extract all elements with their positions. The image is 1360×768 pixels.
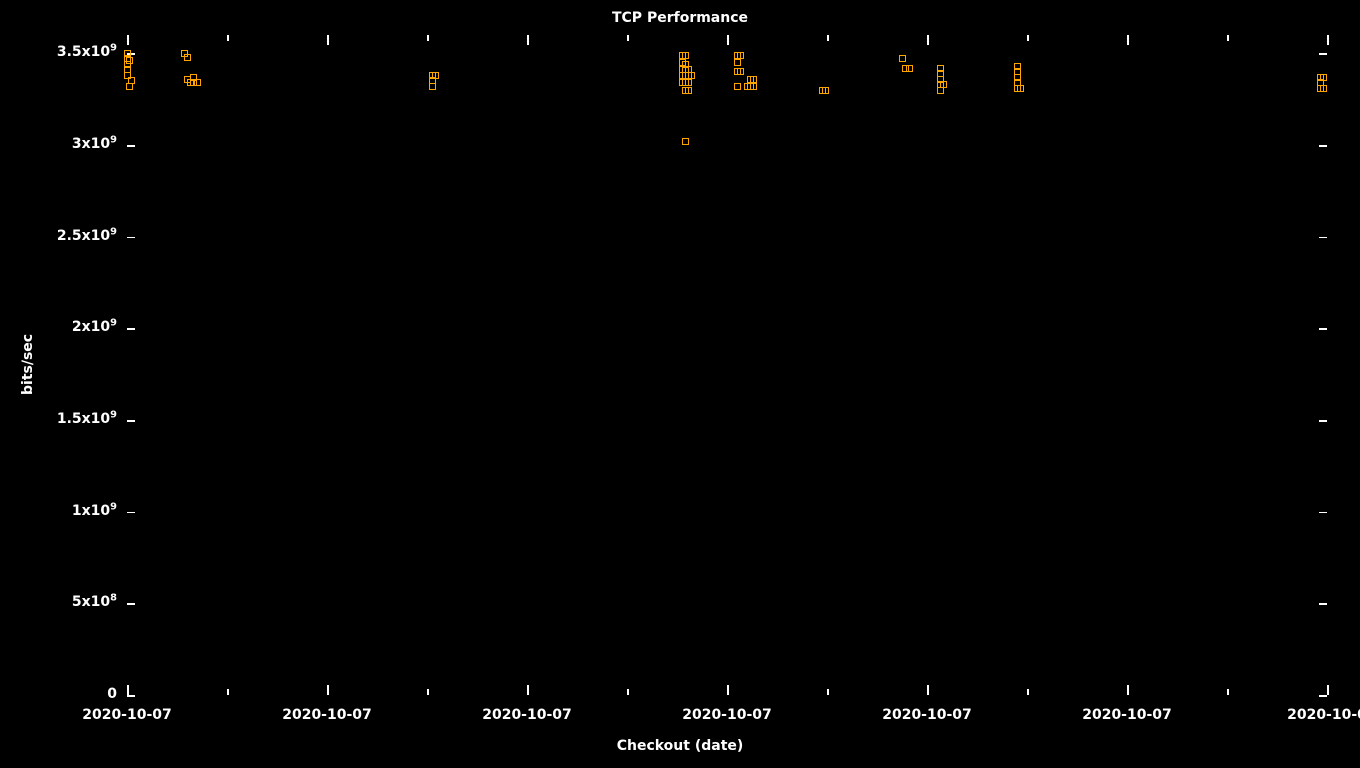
- y-tick-label: 1x109: [72, 503, 117, 519]
- x-tick-label: 2020-10-07: [1082, 707, 1172, 723]
- x-minor-tick: [227, 35, 229, 41]
- x-tick-label: 2020-10-07: [82, 707, 172, 723]
- x-minor-tick: [1227, 35, 1229, 41]
- data-point: [126, 57, 133, 64]
- y-tick: [127, 512, 135, 514]
- x-tick: [1327, 35, 1329, 45]
- y-tick: [1319, 420, 1327, 422]
- data-point: [734, 83, 741, 90]
- x-tick: [127, 685, 129, 695]
- x-tick: [1127, 685, 1129, 695]
- x-tick: [127, 35, 129, 45]
- x-minor-tick: [1227, 689, 1229, 695]
- y-tick: [127, 420, 135, 422]
- data-point: [685, 79, 692, 86]
- data-point: [1320, 74, 1327, 81]
- x-tick: [1327, 685, 1329, 695]
- x-tick: [327, 35, 329, 45]
- data-point: [899, 55, 906, 62]
- data-point: [685, 87, 692, 94]
- x-tick-label: 2020-10-07: [482, 707, 572, 723]
- x-tick: [927, 685, 929, 695]
- data-point: [737, 52, 744, 59]
- data-point: [128, 77, 135, 84]
- y-tick: [127, 328, 135, 330]
- y-tick: [127, 603, 135, 605]
- x-tick: [727, 685, 729, 695]
- data-point: [682, 138, 689, 145]
- x-minor-tick: [627, 689, 629, 695]
- y-tick: [1319, 53, 1327, 55]
- y-tick: [1319, 237, 1327, 239]
- data-point: [734, 59, 741, 66]
- data-point: [429, 83, 436, 90]
- x-axis-label: Checkout (date): [0, 738, 1360, 754]
- x-minor-tick: [427, 689, 429, 695]
- x-tick-label: 2020-10-0: [1287, 707, 1360, 723]
- x-minor-tick: [227, 689, 229, 695]
- y-tick-label: 3x109: [72, 136, 117, 152]
- data-point: [688, 72, 695, 79]
- y-tick-label: 1.5x109: [57, 411, 117, 427]
- y-tick-label: 5x108: [72, 594, 117, 610]
- x-minor-tick: [827, 689, 829, 695]
- y-tick-label: 0: [107, 686, 117, 702]
- x-minor-tick: [627, 35, 629, 41]
- x-tick: [527, 685, 529, 695]
- x-tick: [327, 685, 329, 695]
- data-point: [750, 76, 757, 83]
- y-tick: [127, 695, 135, 697]
- y-tick: [1319, 328, 1327, 330]
- x-minor-tick: [827, 35, 829, 41]
- chart-title: TCP Performance: [0, 10, 1360, 26]
- tcp-performance-chart: TCP Performance bits/sec Checkout (date)…: [0, 0, 1360, 768]
- data-point: [1320, 85, 1327, 92]
- x-tick: [727, 35, 729, 45]
- data-point: [902, 65, 909, 72]
- data-point: [194, 79, 201, 86]
- y-tick-label: 3.5x109: [57, 44, 117, 60]
- y-tick-label: 2.5x109: [57, 228, 117, 244]
- x-tick-label: 2020-10-07: [282, 707, 372, 723]
- x-minor-tick: [1027, 35, 1029, 41]
- y-axis-label: bits/sec: [20, 334, 36, 395]
- data-point: [822, 87, 829, 94]
- data-point: [432, 72, 439, 79]
- x-tick: [527, 35, 529, 45]
- y-tick: [127, 237, 135, 239]
- x-minor-tick: [427, 35, 429, 41]
- data-point: [184, 54, 191, 61]
- y-tick: [1319, 603, 1327, 605]
- x-tick: [927, 35, 929, 45]
- y-tick: [1319, 145, 1327, 147]
- y-tick-label: 2x109: [72, 319, 117, 335]
- data-point: [750, 83, 757, 90]
- y-tick: [1319, 512, 1327, 514]
- x-minor-tick: [1027, 689, 1029, 695]
- y-tick: [1319, 695, 1327, 697]
- x-tick-label: 2020-10-07: [682, 707, 772, 723]
- y-tick: [127, 145, 135, 147]
- data-point: [940, 81, 947, 88]
- data-point: [1017, 85, 1024, 92]
- x-tick-label: 2020-10-07: [882, 707, 972, 723]
- data-point: [737, 68, 744, 75]
- x-tick: [1127, 35, 1129, 45]
- data-point: [682, 52, 689, 59]
